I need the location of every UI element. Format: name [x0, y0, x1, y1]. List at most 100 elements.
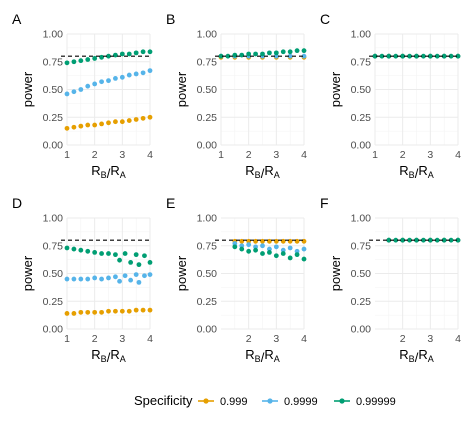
data-point [294, 252, 300, 258]
panel-f: 0.00 0.25 0.50 0.75 1.00 2 3 4 power RB/RA F [320, 195, 461, 365]
data-point [421, 237, 426, 243]
y-tick-label: 0.50 [197, 84, 218, 96]
data-point [434, 53, 440, 59]
x-tick-label: 2 [400, 149, 406, 161]
panel-label: C [320, 11, 330, 27]
y-axis-title: power [328, 255, 343, 291]
y-tick-label: 0.25 [197, 112, 218, 124]
data-point [267, 50, 272, 56]
panel-d: 0.00 0.25 0.50 0.75 1.00 1 2 3 4 power RB/RA D [12, 195, 153, 365]
data-point [448, 53, 454, 59]
data-point [64, 245, 70, 251]
x-tick-label: 3 [427, 149, 433, 161]
x-tick-label: 4 [455, 333, 461, 345]
data-point [260, 238, 265, 244]
data-point [267, 238, 272, 244]
data-point [218, 53, 224, 59]
x-tick-label: 2 [400, 333, 406, 345]
data-point [225, 53, 231, 59]
x-tick-label: 4 [455, 149, 461, 161]
x-tick-label: 3 [273, 149, 279, 161]
data-point [372, 53, 378, 59]
x-axis-title: RB/RA [245, 347, 279, 365]
data-point [393, 53, 399, 59]
data-point [113, 308, 118, 314]
data-point [455, 237, 461, 243]
data-point [119, 119, 125, 125]
data-point [119, 308, 125, 314]
data-point [128, 260, 134, 265]
data-point [85, 122, 91, 128]
x-tick-label: 2 [246, 149, 252, 161]
data-point [133, 272, 139, 278]
data-point [434, 237, 440, 243]
panel-label: E [166, 195, 175, 211]
y-tick-label: 0.25 [43, 296, 64, 308]
data-point [85, 248, 91, 254]
data-point [85, 57, 91, 62]
data-point [294, 48, 300, 54]
data-point [85, 276, 91, 282]
panel-label: A [12, 11, 22, 27]
data-point [71, 311, 77, 316]
data-point [287, 49, 293, 55]
data-point [99, 276, 104, 282]
y-tick-label: 1.00 [43, 29, 64, 41]
data-point [239, 243, 245, 249]
data-point [142, 253, 147, 259]
data-point [78, 247, 84, 253]
data-point [239, 52, 245, 58]
data-point [294, 248, 300, 254]
data-point [393, 237, 399, 243]
x-tick-label: 3 [119, 149, 125, 161]
y-axis-title: power [328, 71, 343, 107]
data-point [427, 237, 433, 243]
data-point [400, 237, 406, 243]
data-point [113, 252, 118, 258]
y-tick-label: 0.00 [43, 140, 64, 152]
data-point [71, 89, 77, 95]
y-tick-label: 0.50 [351, 268, 372, 280]
data-point [133, 50, 139, 56]
y-tick-label: 0.50 [197, 268, 218, 280]
data-point [427, 53, 433, 59]
x-tick-label: 3 [427, 333, 433, 345]
x-tick-label: 4 [147, 333, 153, 345]
data-point [280, 238, 286, 244]
data-point [106, 120, 111, 126]
legend-key-point [339, 398, 345, 404]
data-point [133, 71, 139, 77]
data-point [294, 238, 300, 244]
data-point [147, 272, 153, 278]
data-point [400, 53, 406, 59]
data-point [301, 246, 307, 252]
x-tick-label: 4 [301, 149, 307, 161]
panel-label: F [320, 195, 329, 211]
data-point [414, 237, 419, 243]
data-point [64, 91, 70, 97]
panel-c: 0.00 0.25 0.50 0.75 1.00 1 2 3 4 power RB/RA C [320, 11, 461, 181]
data-point [126, 72, 132, 78]
data-point [253, 244, 258, 250]
data-point [246, 238, 252, 244]
y-tick-label: 0.50 [43, 268, 64, 280]
y-tick-label: 1.00 [43, 213, 64, 225]
data-point [260, 251, 265, 256]
x-tick-label: 1 [64, 149, 70, 161]
data-point [92, 56, 98, 61]
data-point [136, 262, 142, 268]
data-point [99, 54, 104, 60]
panel-label: D [12, 195, 22, 211]
data-point [407, 237, 412, 243]
data-point [273, 244, 279, 250]
data-point [246, 242, 252, 248]
data-point [92, 309, 98, 315]
legend-key-point [203, 398, 209, 404]
data-point [106, 53, 111, 59]
data-point [78, 123, 84, 129]
y-tick-label: 1.00 [351, 29, 372, 41]
data-point [140, 307, 146, 313]
data-point [99, 251, 104, 256]
